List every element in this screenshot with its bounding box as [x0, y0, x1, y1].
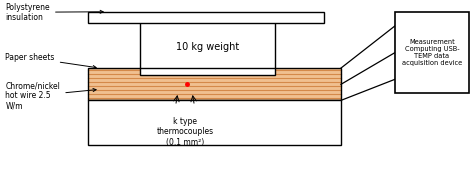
Text: 10 kg weight: 10 kg weight — [176, 42, 239, 52]
Text: Polystyrene
insulation: Polystyrene insulation — [5, 3, 103, 22]
Bar — [88, 68, 341, 100]
Bar — [88, 12, 324, 23]
Text: Paper sheets: Paper sheets — [5, 53, 96, 69]
Text: Measurement
Computing USB-
TEMP data
acquisition device: Measurement Computing USB- TEMP data acq… — [402, 39, 462, 66]
Bar — [140, 19, 275, 75]
Bar — [88, 68, 341, 100]
Text: k type
thermocouples
(0.1 mm²): k type thermocouples (0.1 mm²) — [156, 117, 214, 147]
Bar — [88, 100, 341, 145]
Text: Chrome/nickel
hot wire 2.5
W/m: Chrome/nickel hot wire 2.5 W/m — [5, 81, 96, 111]
Bar — [395, 12, 469, 93]
